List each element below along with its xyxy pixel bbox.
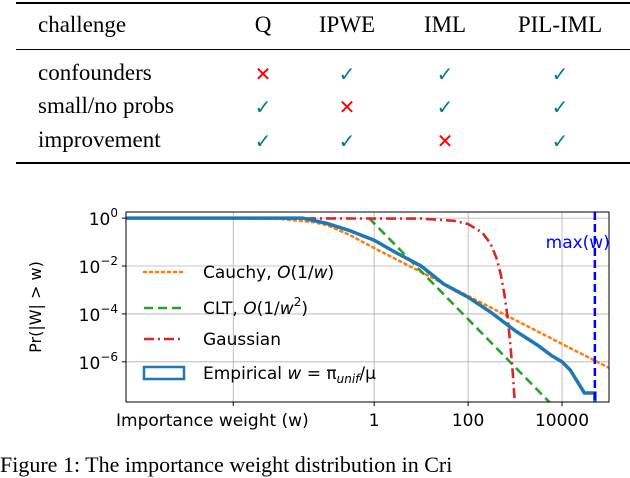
cross-icon: ✕: [338, 95, 356, 119]
row-label: improvement: [38, 127, 161, 152]
table-header-iml: IML: [423, 12, 467, 37]
check-icon: ✓: [551, 62, 569, 86]
cross-icon: ✕: [254, 62, 272, 86]
x-tick-label: 100: [452, 411, 484, 431]
check-icon: ✓: [436, 95, 454, 119]
row-label: small/no probs: [38, 93, 175, 118]
row-label: confounders: [38, 60, 152, 85]
max-w-label: max(w): [546, 233, 610, 253]
legend-label-cauchy: Cauchy, O(1/w): [203, 263, 334, 283]
mid-rule: [16, 49, 630, 51]
y-tick-label: 10−2: [79, 254, 118, 278]
table-header-ipwe: IPWE: [318, 12, 376, 37]
check-icon: ✓: [254, 129, 272, 153]
legend-label-empirical: Empirical w = πunif/μ: [203, 364, 376, 386]
y-tick-label: 100: [89, 206, 118, 230]
figure-caption: Figure 1: The importance weight distribu…: [0, 452, 453, 477]
table-header-pil-iml: PIL-IML: [517, 12, 603, 37]
tail-probability-chart: 1 100 10000 100 10−2 10−4 10−6 Importance weigh…: [26, 206, 610, 431]
x-tick-label: 10000: [535, 411, 589, 431]
bottom-rule: [16, 162, 630, 164]
series-line-clt: [367, 217, 552, 402]
check-icon: ✓: [551, 129, 569, 153]
x-axis-label: Importance weight (w): [116, 411, 309, 431]
check-icon: ✓: [254, 95, 272, 119]
legend-swatch-empirical: [142, 365, 186, 381]
y-axis-label: Pr(|W| > w): [26, 261, 45, 353]
table-header-q: Q: [254, 12, 272, 37]
check-icon: ✓: [551, 95, 569, 119]
y-tick-label: 10−6: [79, 350, 118, 374]
check-icon: ✓: [338, 129, 356, 153]
y-tick-label: 10−4: [79, 302, 118, 326]
series-line-gaussian: [126, 216, 517, 402]
series-line-empirical: [126, 216, 597, 402]
table-header-challenge: challenge: [38, 12, 127, 37]
top-rule: [16, 2, 630, 4]
legend-label-clt: CLT, O(1/w2): [203, 295, 308, 319]
plot-frame: [125, 211, 610, 403]
check-icon: ✓: [338, 62, 356, 86]
legend-label-gaussian: Gaussian: [203, 330, 281, 350]
cross-icon: ✕: [436, 129, 454, 153]
check-icon: ✓: [436, 62, 454, 86]
x-tick-label: 1: [369, 411, 380, 431]
